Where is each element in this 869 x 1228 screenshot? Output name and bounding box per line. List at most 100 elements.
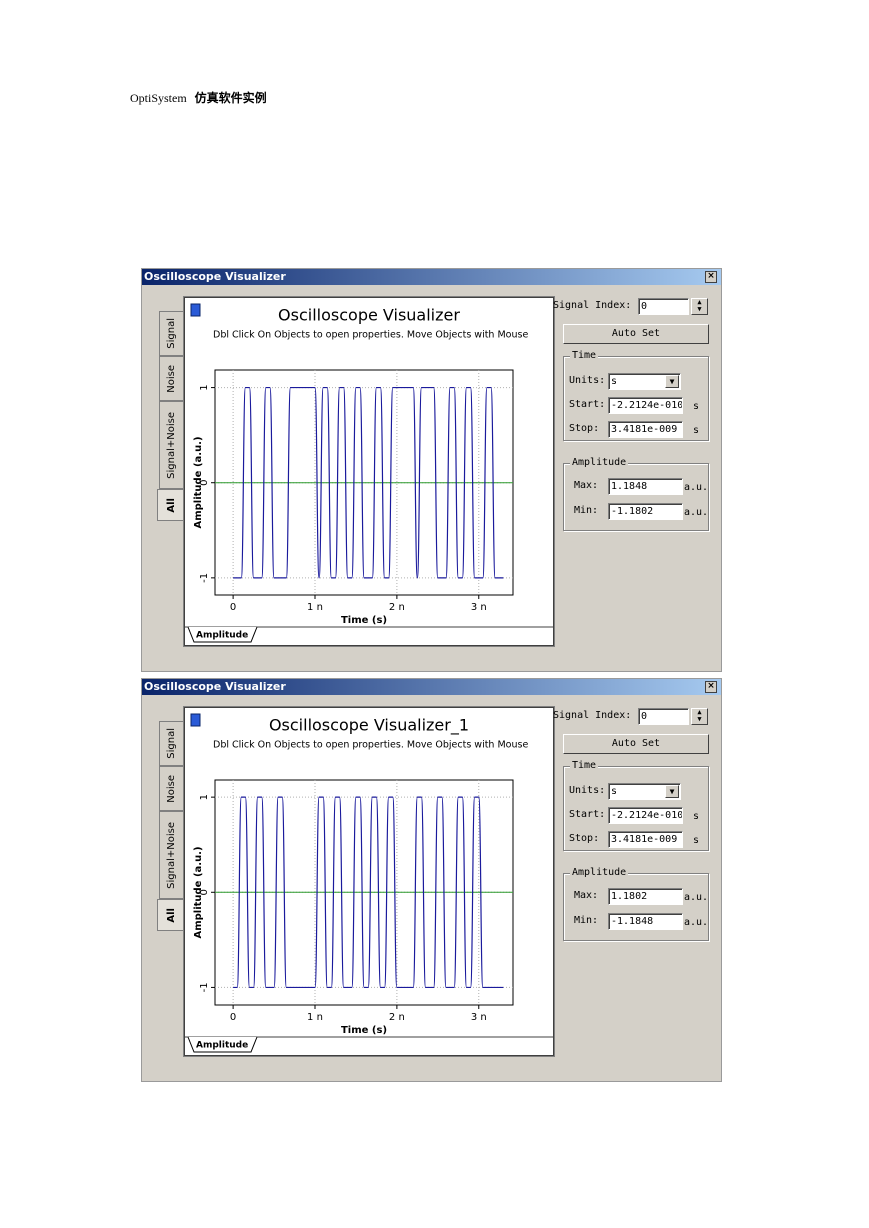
amplitude-group: [563, 873, 709, 941]
plot-frame: Oscilloscope Visualizer Dbl Click On Obje…: [183, 296, 555, 647]
bottom-tab-label: Amplitude: [196, 631, 248, 641]
x-tick-label: 1 n: [307, 602, 323, 613]
field-label: Stop:: [569, 423, 600, 434]
time-group: [563, 766, 709, 851]
group-title: Amplitude: [570, 867, 629, 879]
group-title: Time: [570, 350, 599, 362]
input-field[interactable]: s: [608, 783, 681, 800]
window: Oscilloscope Visualizer × Signal Noise Signa…: [141, 678, 722, 1082]
tab-label: Signal+Noise: [166, 821, 177, 889]
input-field[interactable]: -1.1802: [608, 503, 683, 520]
tab-label: Noise: [166, 774, 177, 803]
input-field[interactable]: 1.1802: [608, 888, 683, 905]
bottom-tab: [187, 1036, 258, 1053]
title-bar: Oscilloscope Visualizer ×: [142, 269, 721, 285]
x-axis-label: Time (s): [341, 1025, 387, 1036]
field-label: Max:: [574, 890, 599, 901]
field-label: s: [693, 425, 700, 436]
y-tick-label: 1: [199, 384, 210, 390]
header-title: 仿真软件实例: [194, 91, 267, 105]
auto-set-button[interactable]: Auto Set: [563, 324, 709, 344]
tab[interactable]: Signal: [159, 721, 183, 766]
plot-subtitle: Dbl Click On Objects to open properties.…: [213, 330, 528, 341]
field-label: Signal Index:: [553, 710, 632, 721]
tab[interactable]: All: [157, 899, 184, 931]
plot-title: Oscilloscope Visualizer: [278, 306, 460, 325]
input-field[interactable]: 0: [638, 708, 689, 725]
plot: Oscilloscope Visualizer_1 Dbl Click On Ob…: [185, 713, 553, 1053]
window-title: Oscilloscope Visualizer: [144, 270, 286, 283]
document-header: OptiSystem 仿真软件实例: [130, 89, 267, 106]
plot-title: Oscilloscope Visualizer_1: [269, 716, 469, 736]
field-label: s: [693, 835, 700, 846]
y-axis-label: Amplitude (a.u.): [193, 436, 204, 528]
input-field[interactable]: 3.4181e-009: [608, 831, 683, 848]
input-field[interactable]: s: [608, 373, 681, 390]
x-tick-label: 0: [230, 602, 236, 613]
field-label: Stop:: [569, 833, 600, 844]
tab[interactable]: Noise: [159, 356, 183, 401]
close-button[interactable]: ×: [705, 681, 717, 693]
plot-frame: Oscilloscope Visualizer_1 Dbl Click On Ob…: [183, 706, 555, 1057]
y-tick-label: 0: [199, 889, 210, 895]
tab-label: Signal: [166, 318, 177, 349]
field-label: Signal Index:: [553, 300, 632, 311]
group-title: Time: [570, 760, 599, 772]
tab-label: Signal+Noise: [166, 411, 177, 479]
tab[interactable]: Signal+Noise: [159, 401, 183, 489]
auto-set-button[interactable]: Auto Set: [563, 734, 709, 754]
tab[interactable]: Signal+Noise: [159, 811, 183, 899]
field-label: s: [693, 401, 700, 412]
input-field[interactable]: -1.1848: [608, 913, 683, 930]
plot: Oscilloscope Visualizer Dbl Click On Obje…: [185, 303, 553, 643]
tab-label: Signal: [166, 728, 177, 759]
bottom-tab: [187, 626, 258, 643]
tab[interactable]: Noise: [159, 766, 183, 811]
dropdown-button[interactable]: ▼: [665, 785, 679, 798]
bottom-tab-label: Amplitude: [196, 1041, 248, 1051]
x-tick-label: 1 n: [307, 1012, 323, 1023]
tab-label: All: [165, 497, 177, 513]
x-tick-label: 2 n: [389, 602, 405, 613]
y-tick-label: -1: [199, 573, 210, 583]
field-label: a.u.: [684, 507, 709, 518]
field-label: Units:: [569, 785, 606, 796]
plot-subtitle: Dbl Click On Objects to open properties.…: [213, 740, 528, 751]
input-field[interactable]: -2.2124e-010: [608, 807, 683, 824]
waveform: [233, 796, 504, 989]
x-tick-label: 3 n: [471, 602, 487, 613]
plot-icon: [190, 303, 201, 317]
y-tick-label: 0: [199, 480, 210, 486]
field-label: Units:: [569, 375, 606, 386]
y-tick-label: -1: [199, 982, 210, 992]
tab-label: All: [165, 907, 177, 923]
field-label: Min:: [574, 915, 599, 926]
app-name: OptiSystem: [130, 91, 187, 105]
input-field[interactable]: 0: [638, 298, 689, 315]
input-field[interactable]: -2.2124e-010: [608, 397, 683, 414]
time-group: [563, 356, 709, 441]
spinner[interactable]: ▲ ▼: [691, 298, 708, 315]
spinner[interactable]: ▲ ▼: [691, 708, 708, 725]
y-axis-label: Amplitude (a.u.): [193, 846, 204, 938]
field-label: a.u.: [684, 917, 709, 928]
waveform: [233, 386, 504, 579]
dropdown-button[interactable]: ▼: [665, 375, 679, 388]
tab[interactable]: All: [157, 489, 184, 521]
close-button[interactable]: ×: [705, 271, 717, 283]
x-tick-label: 0: [230, 1012, 236, 1023]
field-label: a.u.: [684, 482, 709, 493]
plot-icon: [190, 713, 201, 727]
field-label: a.u.: [684, 892, 709, 903]
input-field[interactable]: 1.1848: [608, 478, 683, 495]
window-title: Oscilloscope Visualizer: [144, 680, 286, 693]
group-title: Amplitude: [570, 457, 629, 469]
y-tick-label: 1: [199, 794, 210, 800]
title-bar: Oscilloscope Visualizer ×: [142, 679, 721, 695]
amplitude-group: [563, 463, 709, 531]
input-field[interactable]: 3.4181e-009: [608, 421, 683, 438]
field-label: Min:: [574, 505, 599, 516]
window: Oscilloscope Visualizer × Signal Noise Signa…: [141, 268, 722, 672]
tab[interactable]: Signal: [159, 311, 183, 356]
